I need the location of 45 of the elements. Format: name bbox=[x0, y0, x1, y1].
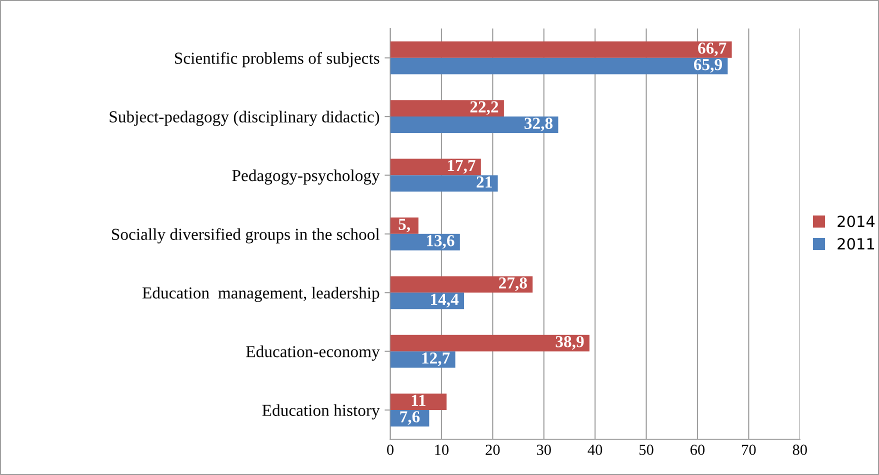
bar bbox=[390, 234, 460, 250]
bar bbox=[390, 175, 498, 192]
x-tick-label: 30 bbox=[536, 444, 551, 455]
data-label: 7,6 bbox=[400, 411, 420, 425]
y-tick-label: Pedagogy-psychology bbox=[232, 169, 380, 185]
y-tick-label: Education history bbox=[262, 404, 380, 420]
data-label: 38,9 bbox=[556, 336, 584, 350]
x-tick-label: 10 bbox=[435, 444, 449, 455]
data-label: 12,7 bbox=[422, 352, 450, 366]
y-tick-label: Education-economy bbox=[246, 346, 380, 361]
bar bbox=[390, 351, 456, 368]
x-tick-label: 40 bbox=[588, 444, 602, 455]
data-label: 65,9 bbox=[694, 59, 722, 73]
x-tick-label: 60 bbox=[690, 444, 705, 455]
data-label: 22,2 bbox=[470, 101, 498, 115]
bar bbox=[390, 41, 732, 58]
bar bbox=[390, 58, 728, 74]
data-label: 27,8 bbox=[499, 277, 527, 292]
bar bbox=[390, 334, 590, 352]
legend-label: 2014 bbox=[838, 216, 875, 228]
bar bbox=[390, 218, 418, 234]
legend-label: 2011 bbox=[838, 238, 874, 250]
data-label: 11 bbox=[412, 394, 426, 406]
bar bbox=[390, 394, 447, 410]
bar bbox=[390, 276, 533, 293]
bar bbox=[390, 292, 464, 310]
bar bbox=[390, 100, 504, 117]
x-tick-label: 20 bbox=[486, 444, 500, 455]
y-tick-label: Scientific problems of subjects bbox=[174, 52, 380, 68]
data-label: 66,7 bbox=[698, 42, 726, 56]
data-label: 13,6 bbox=[426, 235, 454, 249]
data-label: 21 bbox=[476, 176, 492, 188]
data-label: 14,4 bbox=[431, 294, 459, 308]
y-tick-label: Subject-pedagogy (disciplinary didactic) bbox=[110, 110, 380, 126]
bar bbox=[390, 158, 481, 176]
data-label: 17,7 bbox=[448, 160, 476, 174]
y-tick-label: Socially diversified groups in the school bbox=[112, 228, 380, 244]
x-tick-label: 50 bbox=[640, 444, 654, 455]
data-label: 5, bbox=[398, 218, 410, 232]
x-tick-label: 70 bbox=[742, 444, 756, 455]
y-tick-label: Education management, leadership bbox=[142, 286, 380, 302]
x-tick-label: 80 bbox=[792, 444, 807, 455]
data-label: 32,8 bbox=[524, 118, 553, 132]
x-tick-label: 0 bbox=[387, 444, 394, 455]
bar bbox=[390, 116, 558, 133]
